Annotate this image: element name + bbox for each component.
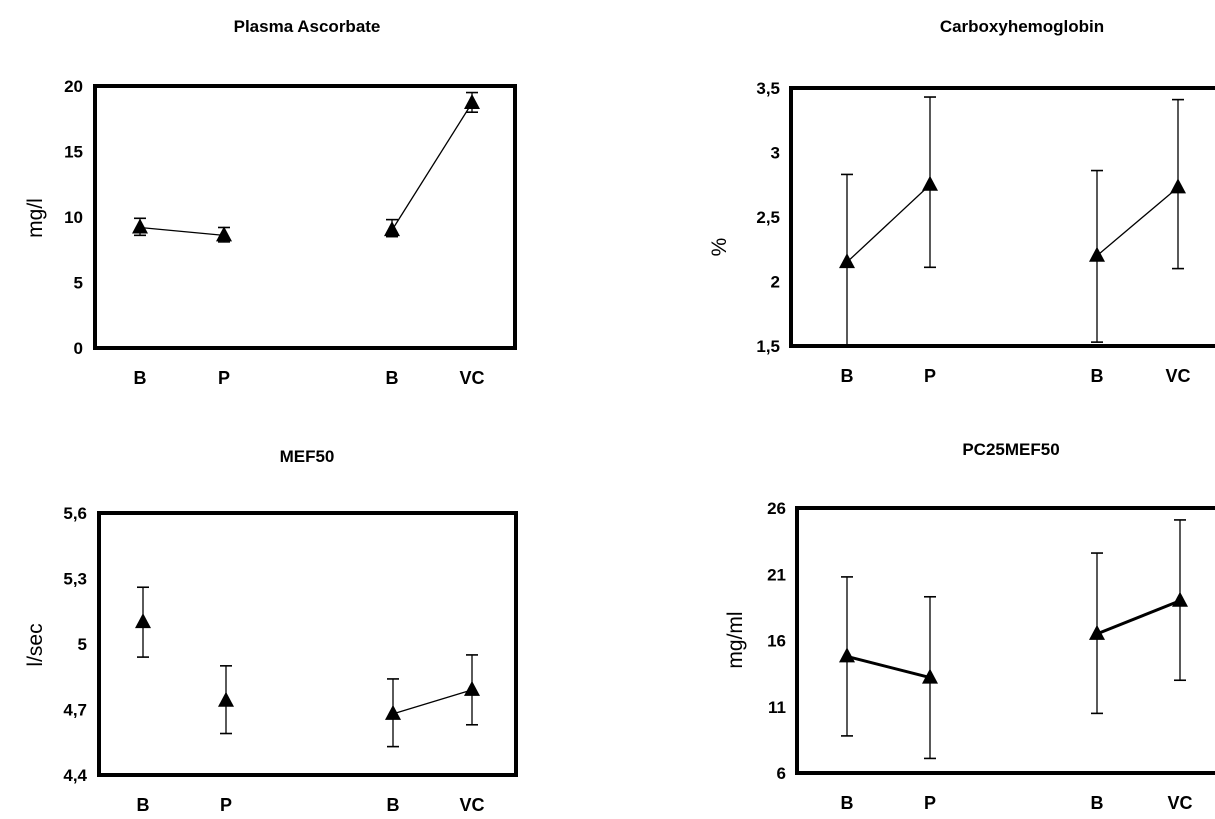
y-tick-label: 2: [771, 273, 780, 292]
x-tick-label: B: [1091, 366, 1104, 386]
plot-frame: [97, 511, 518, 777]
triangle-marker: [1170, 178, 1186, 194]
x-tick-label: VC: [1167, 793, 1192, 813]
x-tick-label: VC: [459, 368, 484, 388]
triangle-marker: [839, 647, 855, 663]
x-tick-labels: B P B VC: [841, 793, 1193, 813]
triangle-marker: [1089, 246, 1105, 262]
y-axis-label: l/sec: [24, 623, 47, 666]
x-tick-label: B: [841, 366, 854, 386]
y-tick-label: 15: [64, 143, 83, 162]
x-tick-label: B: [137, 795, 150, 814]
x-tick-label: B: [386, 368, 399, 388]
y-tick-label: 1,5: [756, 337, 780, 356]
y-tick-label: 3: [771, 144, 780, 163]
y-tick-label: 5,3: [63, 570, 87, 589]
y-tick-label: 21: [767, 565, 786, 584]
mef50-panel: MEF50 l/sec 4,4 4,7 5 5,3 5,6 B P B VC: [24, 447, 518, 815]
x-tick-label: B: [841, 793, 854, 813]
chart-title: MEF50: [280, 447, 335, 466]
x-tick-label: P: [924, 366, 936, 386]
plot-frame: [93, 84, 517, 350]
y-tick-label: 0: [74, 339, 83, 358]
y-tick-labels: 6 11 16 21 26: [767, 499, 786, 783]
y-tick-label: 26: [767, 499, 786, 518]
data-marks: [839, 96, 1186, 347]
y-tick-label: 3,5: [756, 79, 780, 98]
series-line: [846, 184, 931, 263]
x-tick-label: B: [134, 368, 147, 388]
x-tick-label: B: [387, 795, 400, 814]
chart-title: Plasma Ascorbate: [234, 17, 381, 36]
y-axis-label: %: [708, 238, 731, 257]
data-marks: [132, 91, 480, 243]
triangle-marker: [218, 691, 234, 707]
data-marks: [135, 586, 480, 748]
series-line: [392, 689, 473, 715]
x-tick-label: P: [924, 793, 936, 813]
chart-title: Carboxyhemoglobin: [940, 17, 1104, 36]
triangle-marker: [464, 94, 480, 110]
y-tick-label: 5,6: [63, 504, 87, 523]
series-line: [1096, 599, 1181, 636]
y-tick-label: 5: [74, 274, 83, 293]
plot-frame: [789, 86, 1215, 348]
triangle-marker: [385, 704, 401, 720]
y-tick-label: 16: [767, 632, 786, 651]
x-tick-label: P: [218, 368, 230, 388]
x-tick-label: B: [1091, 793, 1104, 813]
chart-title: PC25MEF50: [962, 440, 1059, 459]
data-marks: [839, 519, 1188, 760]
triangle-marker: [135, 613, 151, 629]
y-tick-label: 6: [777, 764, 786, 783]
triangle-marker: [464, 680, 480, 696]
x-tick-label: P: [220, 795, 232, 814]
x-tick-labels: B P B VC: [841, 366, 1191, 386]
series-line: [1096, 186, 1179, 257]
y-tick-labels: 4,4 4,7 5 5,3 5,6: [63, 504, 87, 785]
triangle-marker: [384, 221, 400, 237]
triangle-marker: [1089, 624, 1105, 640]
y-tick-label: 4,4: [63, 766, 87, 785]
series-line: [391, 102, 473, 231]
y-tick-label: 5: [78, 635, 87, 654]
x-tick-label: VC: [459, 795, 484, 814]
y-tick-label: 10: [64, 208, 83, 227]
series-line: [846, 654, 931, 680]
pc25mef50-panel: PC25MEF50 mg/ml 6 11 16 21 26 B P B VC: [724, 440, 1215, 813]
y-tick-labels: 1,5 2 2,5 3 3,5: [756, 79, 780, 356]
y-axis-label: mg/l: [24, 198, 47, 238]
series-line: [139, 226, 225, 236]
y-tick-label: 2,5: [756, 208, 780, 227]
plot-frame: [795, 506, 1215, 775]
triangle-marker: [1172, 591, 1188, 607]
x-tick-label: VC: [1165, 366, 1190, 386]
triangle-marker: [922, 175, 938, 191]
carboxyhemoglobin-panel: Carboxyhemoglobin % 1,5 2 2,5 3 3,5 B P B VC: [708, 17, 1215, 386]
y-tick-labels: 0 5 10 15 20: [64, 77, 83, 358]
x-tick-labels: B P B VC: [134, 368, 485, 388]
y-tick-label: 4,7: [63, 701, 87, 720]
y-axis-label: mg/ml: [724, 611, 747, 668]
triangle-marker: [216, 226, 232, 242]
x-tick-labels: B P B VC: [137, 795, 485, 815]
triangle-marker: [839, 253, 855, 269]
triangle-marker: [132, 218, 148, 234]
plasma-ascorbate-panel: Plasma Ascorbate mg/l 0 5 10 15 20 B P B VC: [24, 17, 517, 388]
y-tick-label: 11: [768, 698, 786, 717]
triangle-marker: [922, 668, 938, 684]
y-tick-label: 20: [64, 77, 83, 96]
